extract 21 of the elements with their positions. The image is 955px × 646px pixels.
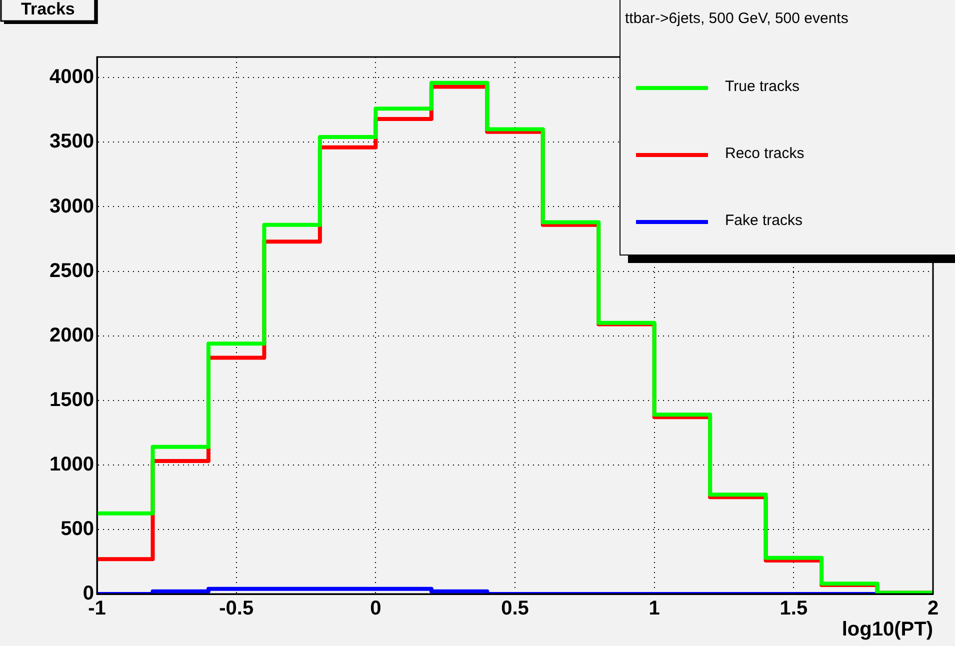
y-tick-label: 1000 xyxy=(50,453,94,476)
x-tick-label: 1.5 xyxy=(780,598,808,620)
legend-title: ttbar->6jets, 500 GeV, 500 events xyxy=(625,10,848,28)
x-tick-label: 0 xyxy=(370,598,382,620)
x-tick-label: 2 xyxy=(927,598,939,620)
chart-title: Tracks xyxy=(20,0,75,19)
x-tick-label: 1 xyxy=(648,598,660,620)
y-tick-label: 3500 xyxy=(50,130,94,153)
x-tick-label: 0.5 xyxy=(501,598,529,620)
legend-label: Reco tracks xyxy=(725,145,804,162)
y-tick-label: 500 xyxy=(60,518,94,540)
y-tick-label: 3000 xyxy=(50,195,94,218)
y-tick-label: 1500 xyxy=(50,388,94,411)
legend-label: True tracks xyxy=(725,78,800,96)
x-axis-title: log10(PT) xyxy=(842,618,933,641)
y-tick-label: 0 xyxy=(82,582,94,605)
y-tick-label: 4000 xyxy=(50,66,94,88)
x-tick-label: -0.5 xyxy=(219,598,254,620)
y-tick-label: 2500 xyxy=(50,260,94,282)
y-tick-label: 2000 xyxy=(50,324,94,346)
legend-label: Fake tracks xyxy=(725,212,803,230)
